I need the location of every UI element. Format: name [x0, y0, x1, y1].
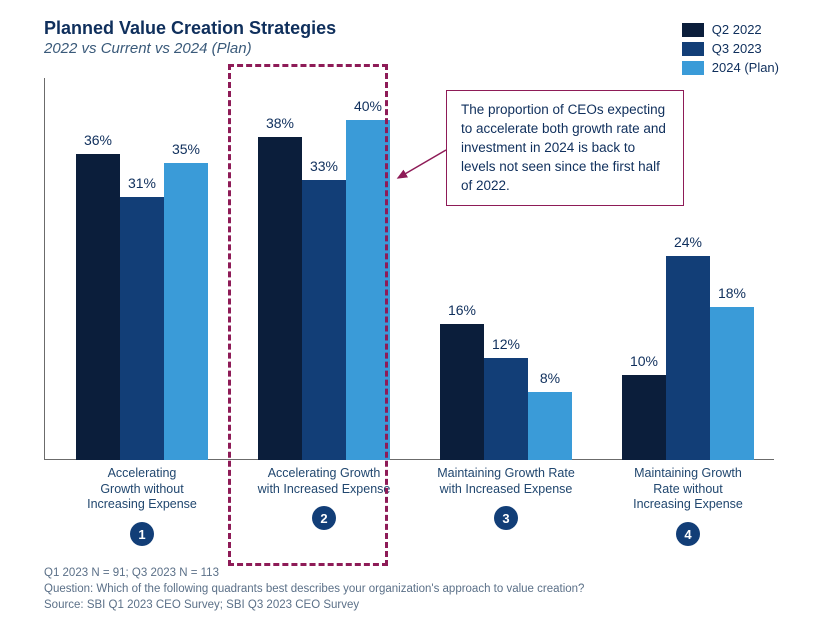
callout-arrow-icon	[0, 0, 817, 627]
footnote-sample-size: Q1 2023 N = 91; Q3 2023 N = 113	[44, 565, 584, 581]
chart-footnote: Q1 2023 N = 91; Q3 2023 N = 113 Question…	[44, 565, 584, 613]
footnote-question: Question: Which of the following quadran…	[44, 581, 584, 597]
footnote-source: Source: SBI Q1 2023 CEO Survey; SBI Q3 2…	[44, 597, 584, 613]
